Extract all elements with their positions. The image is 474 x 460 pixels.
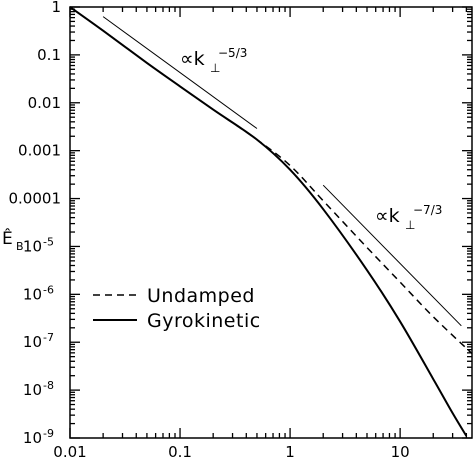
y-tick-label: 0.0001 xyxy=(9,190,62,208)
y-tick-exponent: -7 xyxy=(43,331,54,344)
x-tick-label: 0.01 xyxy=(53,443,86,460)
y-tick-label: 0.001 xyxy=(18,142,61,160)
legend-label-undamped: Undamped xyxy=(147,285,255,307)
series-layer xyxy=(69,6,473,437)
y-tick-label: 10 xyxy=(23,285,42,303)
y-tick-label: 1 xyxy=(51,0,61,16)
y-tick-exponent: -6 xyxy=(43,283,54,296)
y-tick-label: 10 xyxy=(23,333,42,351)
series-line-undamped xyxy=(69,6,473,355)
y-axis-label: Ê xyxy=(2,227,13,249)
reference-line-exponent: −5/3 xyxy=(218,46,247,60)
reference-line xyxy=(102,16,258,129)
reference-line-label: ∝k xyxy=(180,48,205,70)
legend-label-gyrokinetic: Gyrokinetic xyxy=(147,310,261,332)
x-tick-label: 1 xyxy=(285,443,295,460)
reference-line-label: ∝k xyxy=(375,205,400,227)
y-tick-exponent: -8 xyxy=(43,379,54,392)
reference-line-subscript: ⊥ xyxy=(405,218,415,232)
y-tick-label: 10 xyxy=(23,381,42,399)
y-tick-exponent: -9 xyxy=(43,427,54,440)
reference-line xyxy=(322,184,462,327)
reference-line-exponent: −7/3 xyxy=(413,203,442,217)
x-tick-label: 10 xyxy=(391,443,410,460)
y-tick-label: 10 xyxy=(23,429,42,447)
y-axis-label-subscript: B xyxy=(16,240,24,253)
y-tick-label: 0.1 xyxy=(37,46,61,64)
reference-lines-layer: ∝k ⊥−5/3∝k ⊥−7/3 xyxy=(102,16,462,327)
reference-line-subscript: ⊥ xyxy=(210,61,220,75)
legend: Undamped Gyrokinetic xyxy=(93,285,261,332)
plot-frame xyxy=(69,6,473,439)
series-line-gyrokinetic xyxy=(69,6,468,437)
y-tick-label: 10 xyxy=(23,237,42,255)
y-tick-exponent: -5 xyxy=(43,235,54,248)
y-tick-label: 0.01 xyxy=(28,94,61,112)
x-tick-label: 0.1 xyxy=(168,443,192,460)
